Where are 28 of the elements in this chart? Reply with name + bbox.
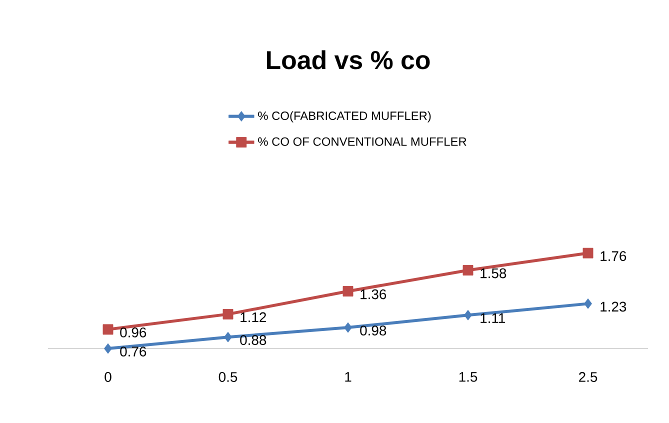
x-tick-label: 1 <box>345 372 352 382</box>
point <box>582 248 594 258</box>
data-label: 1.11 <box>480 313 506 323</box>
point <box>342 286 354 297</box>
data-label: 1.58 <box>480 268 506 278</box>
data-label: 0.88 <box>240 335 266 346</box>
data-label: 1.23 <box>600 302 626 312</box>
chart-title: Load vs % co <box>266 50 430 70</box>
x-tick-label: 0 <box>104 372 112 382</box>
point <box>344 322 352 333</box>
data-label: 1.36 <box>360 289 386 300</box>
x-tick-label: 0.5 <box>218 372 238 382</box>
point <box>462 265 474 276</box>
data-label: 0.76 <box>120 346 146 356</box>
x-tick-label: 2.5 <box>579 372 598 382</box>
data-label: 1.76 <box>600 251 626 262</box>
point <box>104 343 112 354</box>
point <box>464 310 472 320</box>
point <box>584 298 592 309</box>
legend-label: % CO OF CONVENTIONAL MUFFLER <box>258 137 466 146</box>
point <box>224 332 232 342</box>
data-label: 0.98 <box>360 326 386 336</box>
data-label: 0.96 <box>120 328 146 338</box>
point <box>222 308 234 320</box>
legend-label: % CO(FABRICATED MUFFLER) <box>258 111 431 122</box>
x-tick-label: 1.5 <box>459 372 478 382</box>
point <box>102 324 114 335</box>
data-label: 1.12 <box>240 312 266 322</box>
